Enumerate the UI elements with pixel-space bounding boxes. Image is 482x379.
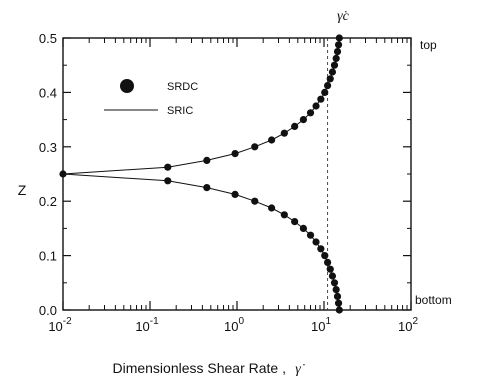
- series-point-srdc: [330, 61, 339, 69]
- axis-labels: 0.0 0.1 0.2 0.3 0.4 0.5 10-2 10-1 100 101 102: [39, 31, 419, 334]
- y-tick-label: 0.4: [39, 85, 57, 100]
- series-point-srdc: [59, 170, 67, 178]
- series-point-srdc: [328, 272, 337, 280]
- y-axis-title: Z: [18, 182, 27, 198]
- legend-label-sric: SRIC: [167, 105, 193, 117]
- series-point-srdc: [333, 292, 342, 300]
- side-label-top: top: [420, 38, 437, 52]
- series-point-srdc: [299, 224, 308, 232]
- axis-ticks: [62, 37, 412, 311]
- legend-label-srdc: SRDC: [167, 81, 198, 93]
- x-tick-label: 101: [311, 316, 331, 334]
- reference-line-label: γ̇c: [337, 9, 350, 24]
- series-point-srdc: [291, 122, 299, 130]
- series-point-srdc: [321, 88, 329, 96]
- series-point-srdc: [280, 211, 288, 219]
- series-point-srdc: [231, 190, 239, 198]
- series-point-srdc: [280, 129, 288, 137]
- series-point-srdc: [268, 136, 276, 144]
- series-point-srdc: [164, 163, 172, 171]
- plot-area: [62, 37, 412, 311]
- x-tick-label: 10-1: [135, 316, 159, 334]
- x-tick-label: 10-2: [48, 316, 72, 334]
- x-axis-title-symbol: γ̇: [295, 362, 305, 377]
- series-point-srdc: [330, 279, 339, 287]
- series-point-srdc: [332, 286, 340, 294]
- series-point-srdc: [317, 95, 325, 103]
- y-tick-label: 0.2: [39, 194, 57, 209]
- series-point-srdc: [334, 299, 343, 307]
- series-point-srdc: [332, 54, 340, 63]
- series-point-srdc: [317, 245, 325, 253]
- series-point-srdc: [306, 109, 315, 117]
- series-point-srdc: [251, 143, 259, 151]
- series-point-srdc: [334, 41, 343, 49]
- series-point-srdc: [306, 231, 315, 239]
- series-point-srdc: [291, 218, 299, 226]
- series-point-srdc: [333, 48, 342, 56]
- series-point-srdc: [312, 102, 320, 110]
- series-point-srdc: [335, 34, 343, 42]
- series-point-srdc: [164, 177, 172, 185]
- y-tick-label: 0.5: [39, 31, 57, 46]
- series-point-srdc: [231, 150, 239, 158]
- series-point-srdc: [203, 184, 211, 192]
- series-point-srdc: [324, 258, 332, 266]
- x-tick-label: 100: [224, 316, 244, 334]
- series-point-srdc: [324, 82, 332, 90]
- series-point-srdc: [312, 238, 320, 246]
- legend: SRDC SRIC: [104, 79, 198, 117]
- y-tick-label: 0.3: [39, 140, 57, 155]
- series-point-srdc: [321, 252, 329, 260]
- series-point-srdc: [328, 68, 337, 76]
- series-point-srdc: [203, 156, 211, 164]
- plot-frame: [62, 37, 412, 311]
- y-tick-label: 0.1: [39, 249, 57, 264]
- series-layer: [59, 34, 343, 314]
- series-point-srdc: [299, 116, 308, 124]
- series-point-srdc: [268, 204, 276, 212]
- series-point-srdc: [326, 75, 334, 83]
- x-axis-title: Dimensionless Shear Rate ,: [112, 360, 286, 376]
- series-line-sric: [62, 37, 340, 311]
- x-tick-label: 102: [398, 316, 418, 334]
- series-point-srdc: [326, 265, 334, 273]
- legend-marker-srdc: [120, 79, 134, 93]
- side-label-bottom: bottom: [415, 293, 452, 307]
- y-tick-label: 0.0: [39, 303, 57, 318]
- series-point-srdc: [251, 197, 259, 205]
- series-point-srdc: [335, 306, 343, 314]
